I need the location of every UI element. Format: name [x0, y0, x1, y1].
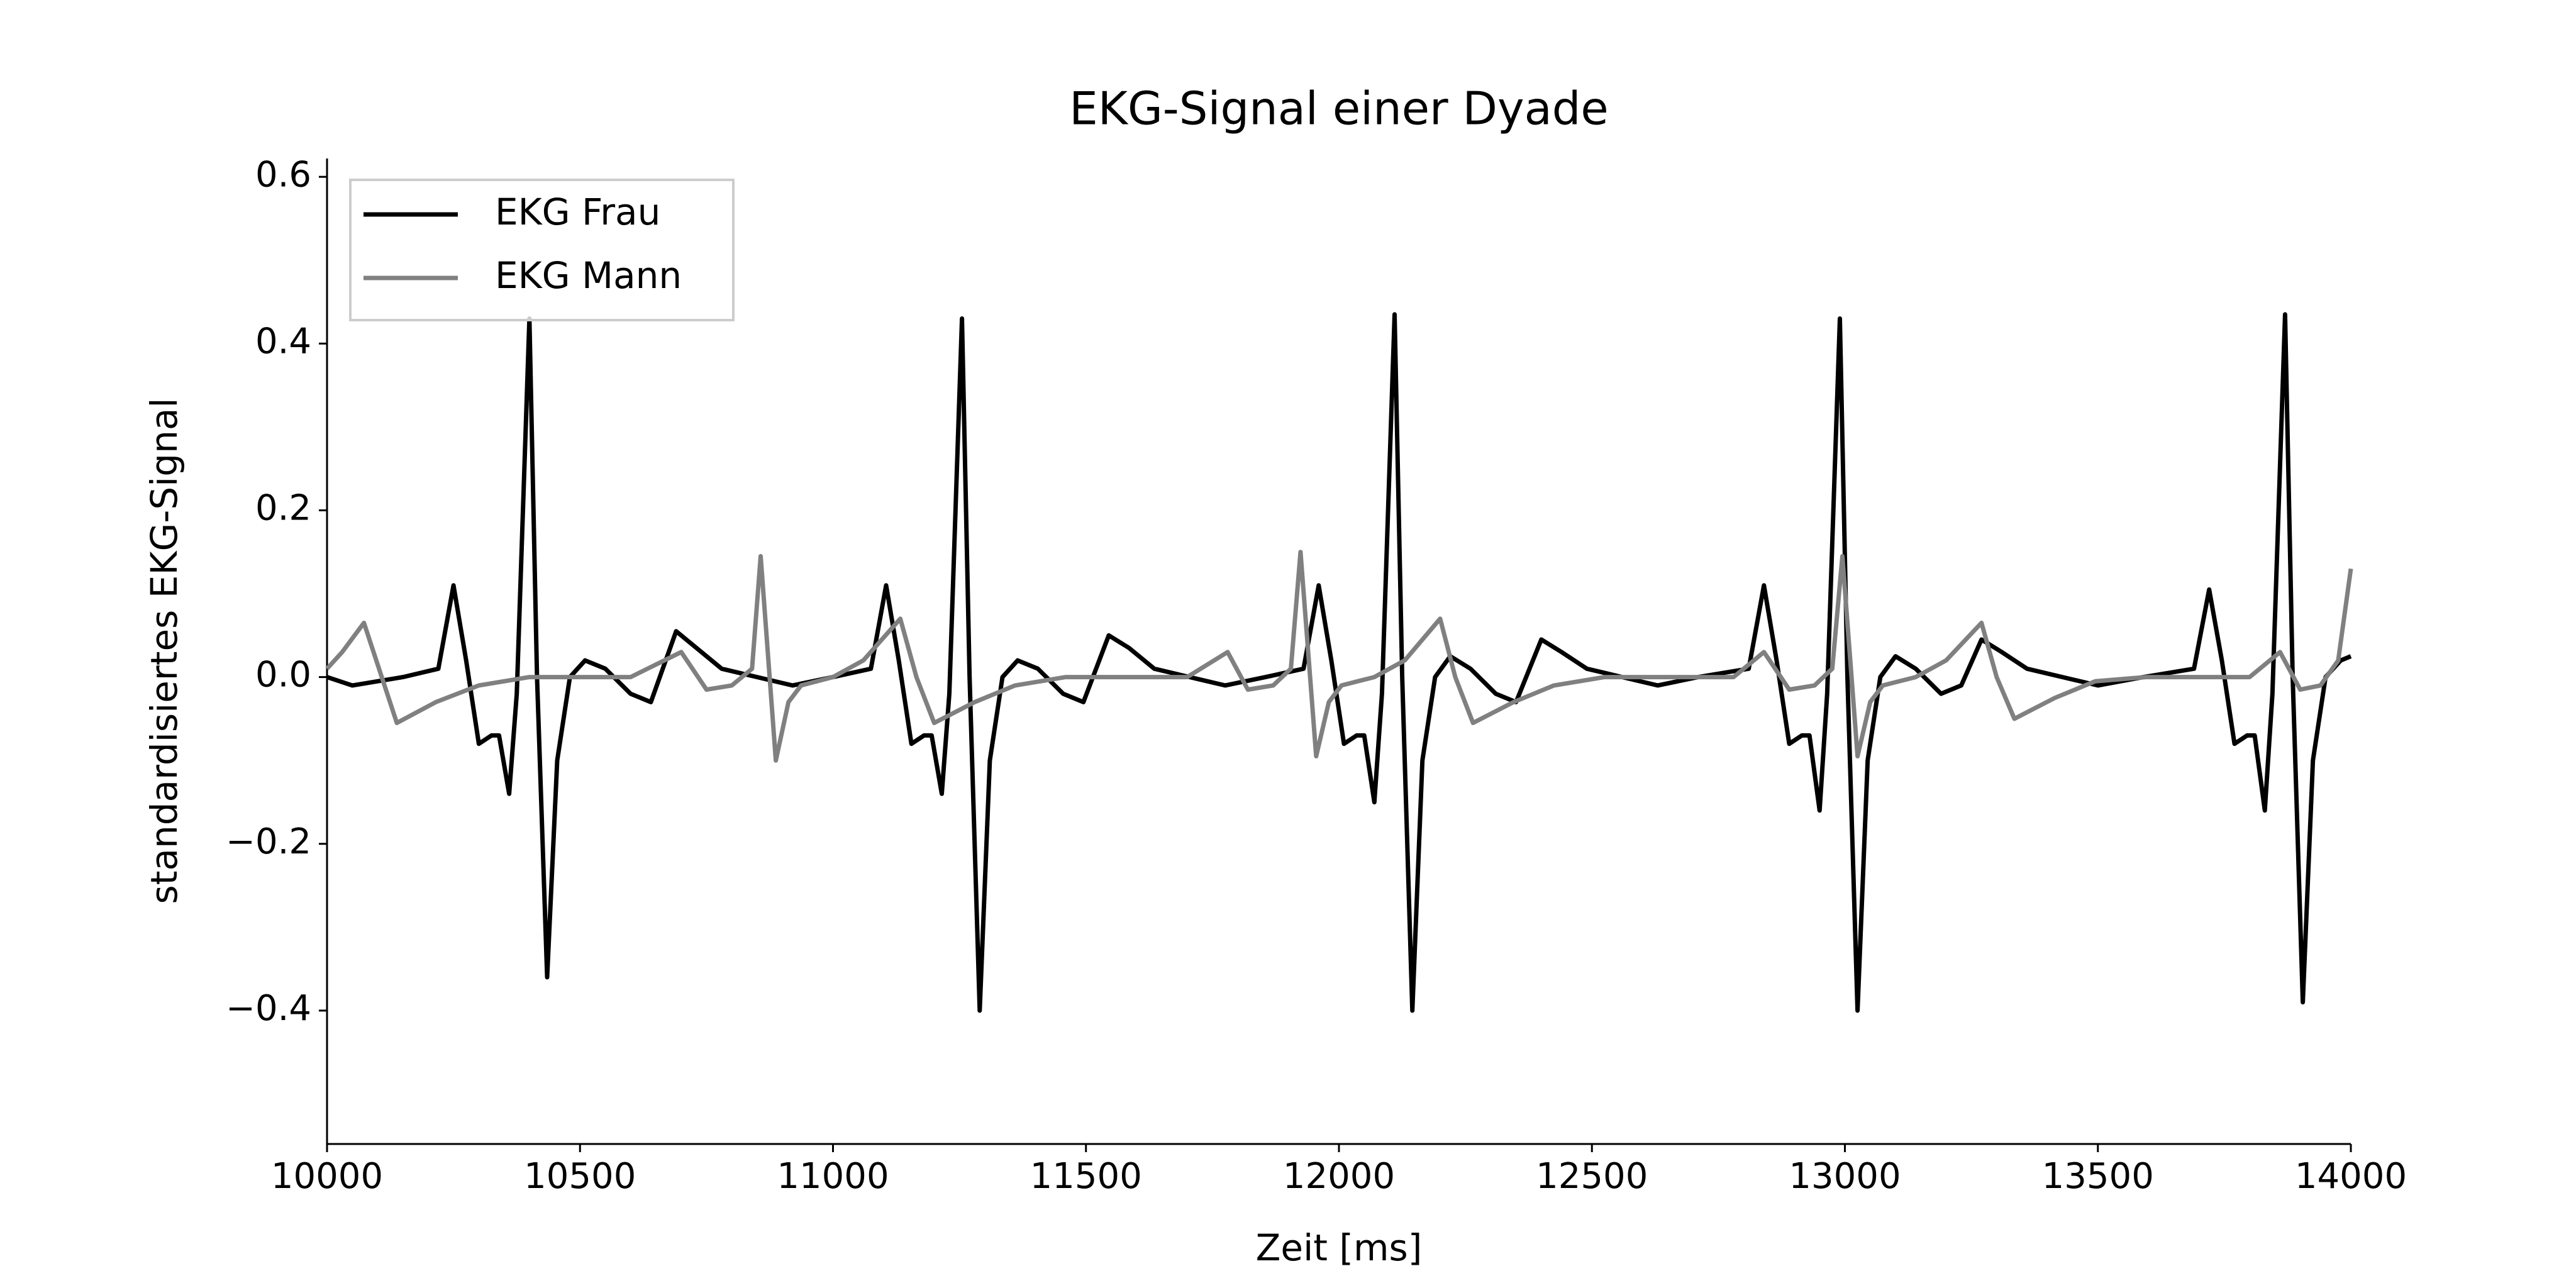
x-tick-label: 10500: [524, 1156, 636, 1197]
y-axis-label: standardisiertes EKG-Signal: [143, 397, 186, 904]
x-tick-label: 11000: [777, 1156, 889, 1197]
x-tick-label: 10000: [271, 1156, 383, 1197]
x-tick-label: 13500: [2042, 1156, 2154, 1197]
x-tick-label: 13000: [1789, 1156, 1901, 1197]
y-tick-label: −0.2: [226, 821, 311, 862]
legend-label: EKG Frau: [495, 191, 660, 233]
x-tick-label: 14000: [2295, 1156, 2407, 1197]
series-line: [325, 550, 2353, 763]
x-tick-label: 12000: [1283, 1156, 1395, 1197]
y-tick-label: 0.4: [255, 321, 311, 362]
y-tick-label: 0.0: [255, 655, 311, 696]
x-tick-label: 12500: [1536, 1156, 1648, 1197]
legend-box: [349, 179, 735, 321]
y-tick-label: 0.6: [255, 154, 311, 195]
x-tick-label: 11500: [1030, 1156, 1142, 1197]
series-line: [326, 312, 2352, 1013]
y-tick-label: 0.2: [255, 488, 311, 529]
legend-label: EKG Mann: [495, 254, 682, 297]
y-tick-label: −0.4: [226, 988, 311, 1029]
x-axis-label: Zeit [ms]: [1256, 1226, 1423, 1269]
chart-title: EKG-Signal einer Dyade: [1069, 82, 1608, 135]
